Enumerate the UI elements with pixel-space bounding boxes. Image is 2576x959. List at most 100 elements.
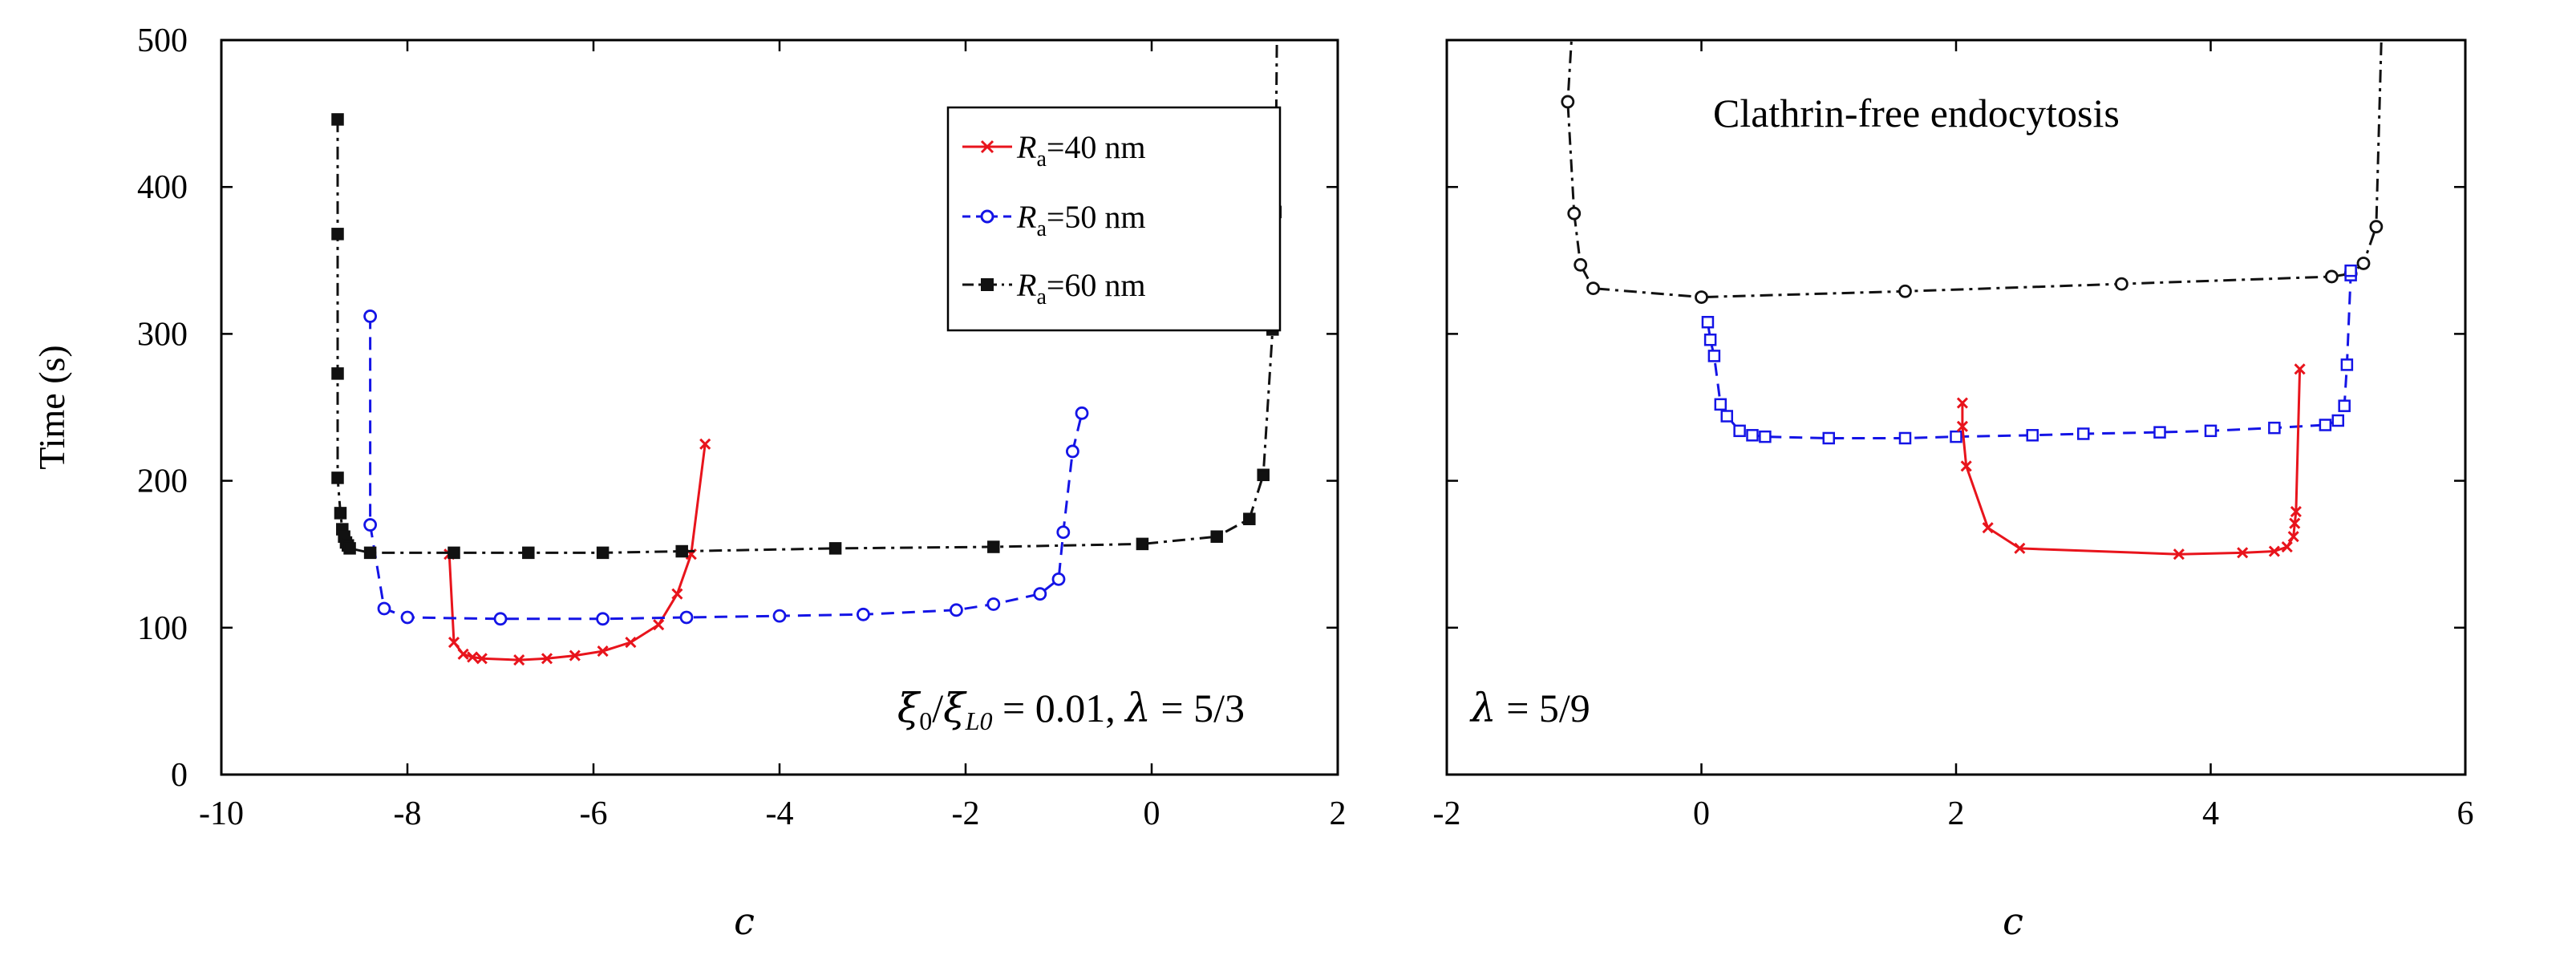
left-x-tick-label: 0 <box>1144 795 1160 832</box>
left-x-tick-label: -8 <box>394 795 422 832</box>
legend-box <box>946 106 1282 332</box>
right-series-1-point <box>1701 315 1715 329</box>
left-series-1-point <box>857 607 870 621</box>
legend-marker-50nm <box>980 209 994 224</box>
right-series-2-point <box>1956 420 1969 432</box>
left-y-tick-label: 200 <box>137 463 188 500</box>
right-series-1-point <box>1822 431 1835 445</box>
legend-label-60nm: Ra=60 nm <box>1016 267 1146 310</box>
left-series-0-point <box>671 588 683 600</box>
left-series-1-point <box>1033 587 1047 601</box>
left-series-1-point <box>950 603 963 617</box>
right-x-tick-label: 2 <box>1948 795 1965 832</box>
right-series-2-point <box>1956 397 1969 409</box>
left-x-tick-label: -6 <box>580 795 608 832</box>
left-series-1-point <box>363 518 378 532</box>
right-series-0-point <box>1695 290 1708 305</box>
left-x-tick-label: -10 <box>199 795 244 832</box>
left-x-tick-label: -2 <box>952 795 980 832</box>
left-series-1-point <box>986 597 1001 611</box>
left-series-0-point <box>448 637 460 649</box>
right-series-1-point <box>2319 419 2332 431</box>
legend-label-40nm: Ra=40 nm <box>1016 129 1146 172</box>
left-series-0-point <box>569 649 581 662</box>
right-series-1-point <box>2338 399 2351 412</box>
left-series-line-1 <box>369 316 1083 621</box>
right-series-2-point <box>2014 542 2026 554</box>
left-series-2-point <box>1243 512 1256 525</box>
left-ticks: -10 -8 -6 -4 -2 0 2 0 100 200 300 400 500 <box>137 22 1347 832</box>
right-x-tick-label: 4 <box>2202 795 2219 832</box>
left-series-0-point <box>467 651 479 663</box>
left-series-2-point <box>596 546 610 560</box>
left-series-1-point <box>400 610 415 625</box>
left-series-2-point <box>1210 530 1223 543</box>
legend-entry-50nm: Ra=50 nm <box>962 199 1146 241</box>
left-y-tick-label: 100 <box>137 610 188 647</box>
right-series-1-point <box>1746 429 1759 442</box>
right-series-1-point <box>2268 421 2281 435</box>
right-series-1-point <box>1733 424 1746 438</box>
left-y-tick-label: 0 <box>171 757 188 794</box>
right-series-1-point <box>2204 424 2218 438</box>
legend-label-50nm: Ra=50 nm <box>1016 199 1146 241</box>
right-ticks: -2 0 2 4 6 <box>1433 38 2474 832</box>
right-series-0-point <box>2324 269 2339 284</box>
right-series-2-point <box>2294 363 2306 375</box>
right-x-tick-label: 0 <box>1693 795 1710 832</box>
right-x-axis-label: c <box>2003 900 2023 943</box>
right-series-0-point <box>2369 220 2384 234</box>
left-series-0-point <box>699 438 711 450</box>
left-series-1-point <box>679 610 694 625</box>
right-series-2-point <box>2290 506 2302 518</box>
left-plot-area <box>331 40 1282 666</box>
left-series-2-point <box>363 546 377 560</box>
right-series-line-1 <box>1706 270 2352 439</box>
right-series-1-point <box>2026 429 2039 442</box>
right-series-2-point <box>2287 531 2299 543</box>
right-annotation: λ = 5/9 <box>1469 685 1590 731</box>
right-series-2-point <box>2237 547 2249 559</box>
right-series-line-0 <box>1566 40 2383 299</box>
left-series-2-point <box>828 542 842 555</box>
left-series-0-point <box>597 645 609 658</box>
left-y-tick-label: 300 <box>137 316 188 353</box>
left-series-1-point <box>772 609 787 623</box>
left-series-0-point <box>653 619 665 631</box>
legend-marker-40nm <box>980 140 994 154</box>
legend: Ra=40 nm Ra=50 nm Ra=60 nm <box>946 106 1282 332</box>
left-series-1-point <box>493 612 508 626</box>
left-series-1-point <box>363 310 378 323</box>
right-series-0-point <box>1586 281 1600 296</box>
right-x-tick-label: 6 <box>2457 795 2474 832</box>
left-series-0-point <box>457 648 469 660</box>
left-series-1-point <box>596 612 610 626</box>
right-series-1-point <box>1703 333 1717 346</box>
left-y-tick-label: 500 <box>137 22 188 59</box>
right-series-0-point <box>2377 0 2388 2</box>
right-series-1-point <box>2340 358 2354 371</box>
left-series-2-point <box>522 546 535 560</box>
left-x-tick-label: 2 <box>1330 795 1347 832</box>
right-series-0-point <box>1898 284 1912 298</box>
right-series-1-point <box>2077 427 2090 440</box>
left-series-2-point <box>1257 468 1270 482</box>
left-series-2-point <box>331 113 344 126</box>
legend-marker-60nm <box>981 278 994 291</box>
left-series-2-point <box>1136 537 1149 551</box>
left-x-axis-label: c <box>734 900 755 943</box>
right-series-0-point <box>1567 206 1582 221</box>
right-series-1-point <box>1950 430 1962 443</box>
left-series-2-point <box>987 540 1000 553</box>
right-series-1-point <box>1759 430 1772 443</box>
left-series-1-point <box>1066 444 1079 459</box>
left-series-0-point <box>541 653 553 665</box>
right-series-1-point <box>1898 431 1912 445</box>
left-series-1-point <box>1075 406 1089 420</box>
right-title: Clathrin-free endocytosis <box>1713 91 2120 136</box>
left-series-1-point <box>1056 525 1071 540</box>
left-series-0-point <box>476 653 488 665</box>
right-series-1-point <box>1714 398 1727 411</box>
left-y-tick-label: 400 <box>137 169 188 206</box>
